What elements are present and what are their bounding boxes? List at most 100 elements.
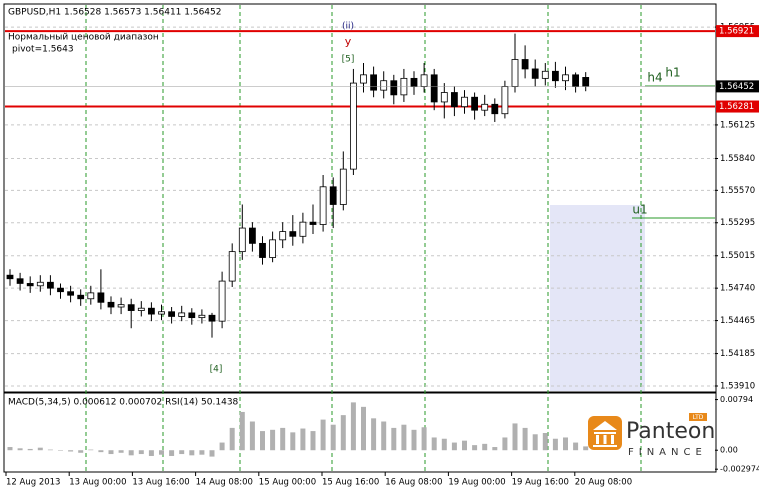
- pivot-label: pivot=1.5643: [12, 45, 74, 55]
- candle-body: [218, 280, 226, 322]
- candle-body: [208, 314, 216, 322]
- x-tick-label: 16 Aug 08:00: [385, 478, 442, 488]
- level-label: 1.56921: [719, 27, 754, 37]
- candle-body: [450, 92, 458, 108]
- macd-bar: [27, 448, 33, 451]
- macd-bar: [68, 450, 74, 452]
- macd-bar: [260, 431, 265, 451]
- y-tick-label: 1.54740: [720, 284, 755, 294]
- candle-body: [552, 70, 559, 82]
- annotation: [5]: [342, 55, 355, 65]
- macd-bar: [290, 432, 296, 451]
- macd-bar: [280, 427, 286, 451]
- macd-bar: [441, 438, 447, 451]
- annotation: h4: [647, 71, 662, 85]
- x-tick-label: 12 Aug 2013: [6, 478, 60, 488]
- projection-zone: [550, 205, 645, 391]
- logo-badge-text: LTD: [693, 414, 704, 421]
- candle-body: [329, 186, 337, 205]
- candle-body: [87, 292, 95, 300]
- candle-body: [491, 103, 499, 115]
- y-tick-label: 1.54465: [720, 316, 755, 326]
- y-tick-label: 1.55295: [720, 218, 755, 228]
- macd-bar: [148, 450, 154, 456]
- main-frame: [3, 3, 717, 393]
- macd-bar: [17, 448, 23, 451]
- macd-bar: [189, 450, 195, 456]
- x-tick-label: 15 Aug 00:00: [259, 478, 316, 488]
- macd-bar: [472, 445, 478, 451]
- macd-bar: [462, 440, 467, 451]
- candle-body: [259, 242, 266, 258]
- macd-bar: [229, 427, 235, 451]
- candle-body: [57, 287, 64, 293]
- last-price-box: [716, 80, 759, 93]
- y2-tick-label: 0.00794: [720, 395, 753, 404]
- macd-bar: [320, 419, 326, 451]
- logo-badge: [689, 413, 707, 421]
- macd-bar: [522, 427, 528, 451]
- annotation: h1: [665, 66, 680, 80]
- macd-bar: [159, 450, 164, 455]
- macd-bar: [542, 433, 548, 451]
- x-tick-label: 20 Aug 08:00: [575, 478, 632, 488]
- macd-bar: [401, 424, 407, 451]
- macd-bar: [108, 450, 114, 455]
- macd-bar: [431, 437, 437, 451]
- x-tick-label: 19 Aug 16:00: [512, 478, 569, 488]
- candle-body: [471, 96, 479, 111]
- candle-body: [67, 291, 74, 296]
- candle-body: [269, 239, 277, 258]
- macd-bar: [411, 429, 417, 451]
- macd-bar: [502, 437, 508, 451]
- macd-bar: [381, 421, 387, 451]
- candle-body: [147, 307, 155, 315]
- candle-body: [440, 92, 448, 103]
- last-price-label: 1.56452: [719, 82, 754, 92]
- macd-bar: [58, 450, 63, 451]
- macd-bar: [340, 415, 346, 451]
- macd-bar: [37, 447, 43, 451]
- candle-body: [168, 311, 176, 317]
- level-label: 1.56281: [719, 102, 754, 112]
- macd-frame: [3, 392, 717, 473]
- macd-bar: [310, 431, 316, 451]
- macd-bar: [482, 443, 488, 451]
- macd-bar: [552, 438, 558, 451]
- y-tick-label: 1.53910: [720, 381, 755, 391]
- macd-bar: [270, 429, 276, 451]
- macd-bar: [330, 424, 336, 451]
- macd-bar: [300, 428, 306, 451]
- macd-bar: [421, 427, 427, 451]
- candle-body: [178, 312, 186, 317]
- macd-bar: [573, 442, 579, 451]
- macd-bar: [583, 446, 589, 451]
- macd-bar: [350, 402, 356, 451]
- candle-body: [279, 231, 287, 241]
- subtitle: Нормальный ценовой диапазон: [8, 33, 159, 43]
- candle-body: [198, 314, 206, 319]
- macd-bar: [118, 450, 124, 453]
- candle-body: [339, 168, 347, 205]
- y-tick-label: 1.54185: [720, 349, 755, 359]
- macd-bar: [239, 411, 245, 451]
- candle-body: [390, 80, 398, 96]
- candle-body: [461, 96, 468, 108]
- x-tick-label: 13 Aug 16:00: [132, 478, 189, 488]
- x-tick-label: 14 Aug 08:00: [196, 478, 253, 488]
- macd-bar: [532, 434, 538, 451]
- candle-body: [562, 74, 569, 82]
- macd-bar: [138, 450, 144, 455]
- candle-body: [248, 227, 256, 244]
- macd-label: MACD(5,34,5) 0.000612 0.000702 RSI(14) 5…: [8, 398, 239, 408]
- chart-title: GBPUSD,H1 1.56528 1.56573 1.56411 1.5645…: [8, 8, 221, 18]
- macd-bar: [78, 450, 84, 453]
- level-box: [716, 25, 759, 38]
- candle-body: [26, 283, 34, 287]
- macd-bar: [219, 442, 225, 451]
- candle-body: [501, 86, 509, 115]
- y-tick-label: 1.55015: [720, 251, 755, 261]
- y-tick-label: 1.55840: [720, 154, 755, 164]
- logo-sub: FINANCE: [628, 447, 707, 458]
- candle-body: [319, 186, 327, 225]
